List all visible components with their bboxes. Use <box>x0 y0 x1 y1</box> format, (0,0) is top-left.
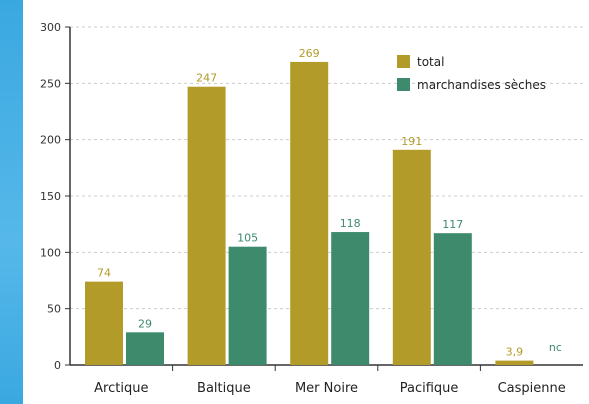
data-label-marchandises-seches: 29 <box>138 317 152 330</box>
data-label-total: 191 <box>401 135 422 148</box>
data-label-marchandises-seches: 117 <box>442 218 463 231</box>
bar-marchandises-seches <box>433 233 472 365</box>
x-category-label: Pacifique <box>400 381 459 396</box>
bar-total <box>290 61 329 365</box>
bar-marchandises-seches <box>126 332 164 365</box>
data-label-total: 3,9 <box>506 346 524 359</box>
data-label-marchandises-seches: 105 <box>237 232 258 245</box>
y-tick-label: 100 <box>40 246 61 259</box>
x-category-label: Baltique <box>197 381 251 396</box>
y-tick-label: 200 <box>40 134 61 147</box>
legend-swatch <box>397 78 410 91</box>
y-tick-label: 300 <box>40 21 61 34</box>
x-category-label: Arctique <box>94 381 148 396</box>
legend-label: marchandises sèches <box>417 78 546 92</box>
bar-marchandises-seches <box>331 232 370 365</box>
y-tick-label: 0 <box>54 359 61 372</box>
bar-marchandises-seches <box>228 246 267 365</box>
decorative-side-band <box>0 0 23 404</box>
y-tick-label: 150 <box>40 190 61 203</box>
bar-total <box>85 281 123 365</box>
data-label-total: 247 <box>196 72 217 85</box>
bar-total <box>495 360 534 365</box>
y-tick-label: 250 <box>40 77 61 90</box>
y-tick-label: 50 <box>47 303 61 316</box>
data-label-total: 74 <box>97 267 111 280</box>
data-label-total: 269 <box>299 47 320 60</box>
x-category-label: Caspienne <box>498 381 566 396</box>
data-label-marchandises-seches: 118 <box>340 217 361 230</box>
data-label-marchandises-seches: nc <box>549 341 562 354</box>
bar-total <box>187 86 226 366</box>
x-category-label: Mer Noire <box>295 381 358 396</box>
bar-total <box>392 149 431 365</box>
legend-label: total <box>417 55 444 69</box>
legend-swatch <box>397 55 410 68</box>
